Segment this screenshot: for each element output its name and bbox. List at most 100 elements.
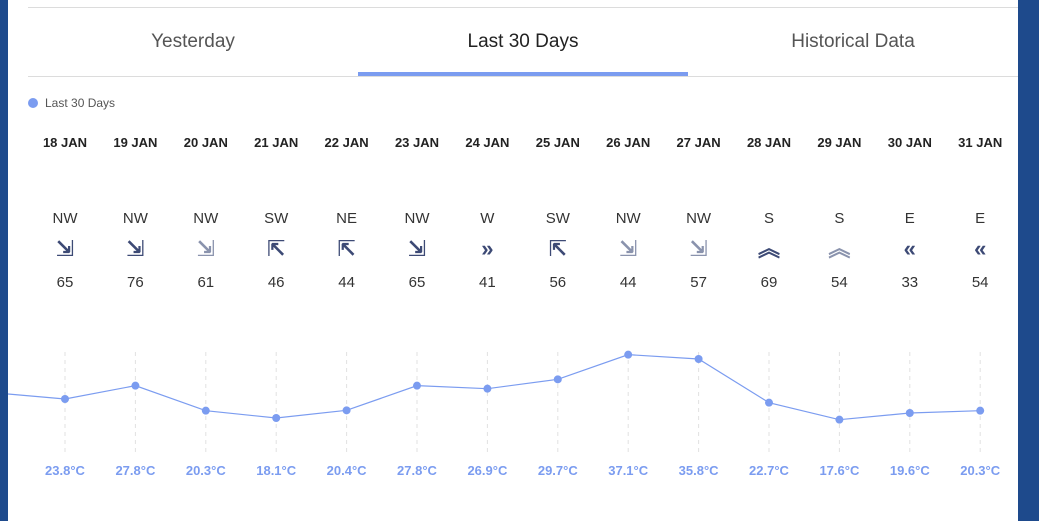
data-point[interactable] <box>413 381 421 390</box>
weather-card: Yesterday Last 30 Days Historical Data L… <box>8 0 1018 521</box>
wind-arrow-icon: ⇱ <box>266 236 286 261</box>
wind-arrow-icon: ⇱ <box>337 236 356 261</box>
active-tab-indicator <box>358 72 688 76</box>
wind-arrow-icon: ⇲ <box>689 236 708 261</box>
wind-speed-label: 65 <box>56 274 74 291</box>
tab-yesterday-label: Yesterday <box>151 31 235 52</box>
tab-last-30-days[interactable]: Last 30 Days <box>358 8 688 76</box>
wind-direction-label: SW <box>264 210 289 227</box>
date-label: 25 JAN <box>535 135 580 150</box>
date-label: 18 JAN <box>42 135 88 150</box>
date-label: 22 JAN <box>324 135 369 150</box>
data-point[interactable] <box>624 350 633 359</box>
wind-speed-label: 61 <box>197 274 215 291</box>
date-label: 28 JAN <box>746 135 792 150</box>
legend-marker <box>28 98 38 108</box>
date-label: 20 JAN <box>183 135 228 150</box>
wind-arrow-icon: « <box>903 236 916 261</box>
date-label: 30 JAN <box>887 135 932 150</box>
wind-speed-label: 44 <box>338 274 355 291</box>
tab-historical-data-label: Historical Data <box>791 31 915 52</box>
tab-yesterday[interactable]: Yesterday <box>28 8 358 76</box>
data-point[interactable] <box>61 395 69 403</box>
temperature-label: 29.7°C <box>537 463 578 478</box>
date-label: 21 JAN <box>254 135 299 150</box>
wind-direction-label: NW <box>686 210 712 227</box>
date-label: 24 JAN <box>465 135 510 150</box>
data-point[interactable] <box>201 406 210 415</box>
tab-bar: Yesterday Last 30 Days Historical Data <box>28 8 1018 76</box>
wind-speed-label: 65 <box>408 274 426 291</box>
wind-direction-label: E <box>975 210 986 227</box>
data-point[interactable] <box>835 415 844 424</box>
data-point[interactable] <box>765 398 773 407</box>
wind-arrow-icon: ⇲ <box>126 236 145 261</box>
wind-direction-label: E <box>904 210 915 227</box>
data-point[interactable] <box>694 355 703 363</box>
wind-speed-label: 69 <box>760 274 778 291</box>
tab-historical-data[interactable]: Historical Data <box>688 8 1018 76</box>
date-label: 23 JAN <box>394 135 440 150</box>
wind-speed-label: 33 <box>901 274 919 291</box>
wind-direction-label: S <box>834 210 845 227</box>
date-label: 19 JAN <box>113 135 158 150</box>
wind-arrow-icon: « <box>974 236 987 261</box>
wind-speed-label: 41 <box>479 274 496 291</box>
wind-arrow-icon: ⇱ <box>548 236 568 261</box>
wind-arrow-icon: ︽ <box>828 236 851 261</box>
temperature-label: 27.8°C <box>115 463 156 478</box>
temperature-label: 22.7°C <box>749 463 789 478</box>
date-label: 27 JAN <box>676 135 721 150</box>
temperature-line-chart <box>8 350 985 455</box>
wind-speed-label: 44 <box>619 274 637 291</box>
wind-speed-label: 57 <box>690 274 707 291</box>
tabs-divider <box>28 76 1018 77</box>
wind-direction-label: W <box>480 210 495 227</box>
date-label: 26 JAN <box>606 135 651 150</box>
wind-direction-label: NW <box>122 210 148 227</box>
wind-arrow-icon: ⇲ <box>55 236 75 261</box>
top-divider <box>28 7 1018 8</box>
date-label: 31 JAN <box>958 135 1003 150</box>
temperature-label: 35.8°C <box>678 463 719 478</box>
wind-direction-label: S <box>763 210 774 227</box>
data-point[interactable] <box>976 406 985 415</box>
temperature-label: 26.9°C <box>467 463 508 478</box>
temperature-label: 18.1°C <box>256 463 297 478</box>
chart-legend[interactable]: Last 30 Days <box>28 96 115 110</box>
temperature-label: 37.1°C <box>608 463 649 478</box>
temperature-label: 19.6°C <box>889 463 930 478</box>
data-point[interactable] <box>483 384 492 393</box>
wind-direction-label: NW <box>615 210 641 227</box>
wind-direction-label: NW <box>404 210 430 227</box>
wind-arrow-icon: ︽ <box>757 236 780 261</box>
temperature-label: 23.8°C <box>45 463 85 478</box>
data-point[interactable] <box>342 406 351 415</box>
wind-direction-label: NW <box>52 210 78 227</box>
series-line <box>8 354 981 421</box>
data-point[interactable] <box>272 414 281 422</box>
temperature-label: 20.3°C <box>960 463 1001 478</box>
wind-arrow-icon: » <box>481 236 494 261</box>
wind-direction-label: SW <box>545 210 570 227</box>
temperature-label: 20.3°C <box>185 463 226 478</box>
wind-speed-label: 54 <box>971 274 989 291</box>
wind-speed-label: 46 <box>267 274 285 291</box>
wind-speed-label: 54 <box>831 274 848 291</box>
temperature-label: 17.6°C <box>819 463 860 478</box>
tab-last-30-days-label: Last 30 Days <box>467 31 579 52</box>
legend-label: Last 30 Days <box>45 96 116 110</box>
wind-arrow-icon: ⇲ <box>618 236 638 261</box>
wind-arrow-icon: ⇲ <box>407 236 427 261</box>
data-point[interactable] <box>905 409 914 417</box>
temperature-label: 27.8°C <box>397 463 437 478</box>
temperature-label: 20.4°C <box>326 463 367 478</box>
wind-arrow-icon: ⇲ <box>196 236 216 261</box>
wind-direction-label: NW <box>193 210 219 227</box>
data-point[interactable] <box>553 375 562 384</box>
data-point[interactable] <box>131 381 140 390</box>
wind-speed-label: 76 <box>127 274 144 291</box>
wind-direction-label: NE <box>336 210 358 227</box>
wind-speed-label: 56 <box>549 274 567 291</box>
date-label: 29 JAN <box>817 135 862 150</box>
